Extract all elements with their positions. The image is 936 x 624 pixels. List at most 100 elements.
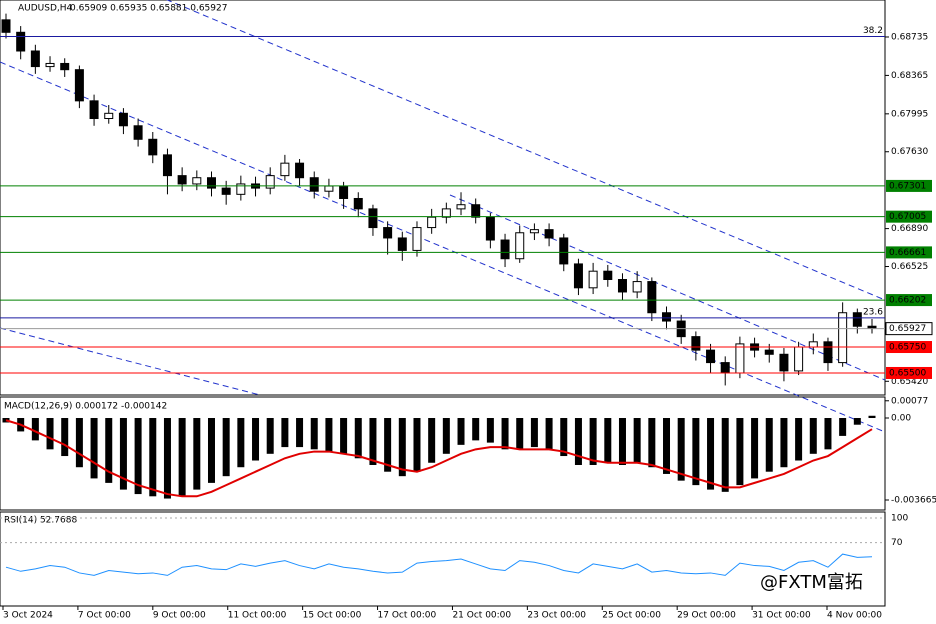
candle-body [706,349,716,364]
macd-bar [868,415,876,419]
current-price-box [885,322,933,336]
macd-bar [707,418,715,490]
macd-bar [281,418,289,448]
rsi-line [5,553,873,576]
candle-body [544,229,554,239]
macd-bar [75,418,83,468]
candle-body [427,216,437,229]
macd-bar [310,418,318,450]
x-tick-label: 11 Oct 00:00 [228,611,287,621]
macd-bar [545,418,553,450]
macd-bar [677,418,685,481]
candle-body [60,62,70,71]
level-box [886,341,932,354]
macd-bar [340,418,348,454]
level-box [886,179,932,192]
candle-body [764,349,774,355]
rsi-title: RSI(14) 52.7688 [4,516,77,526]
candle-body [118,112,128,127]
macd-bar [692,418,700,486]
macd-bar [618,418,626,465]
level-tag: 38.2 [863,26,883,36]
x-tick-label: 9 Oct 00:00 [153,611,206,621]
macd-bar [61,418,69,457]
candle-body [74,69,84,102]
candle-body [529,229,539,234]
candle-body [162,154,172,177]
macd-bar [119,418,127,490]
channel-line [449,194,886,381]
y-tick-label: 70 [891,538,903,548]
macd-bar [31,418,39,441]
candle-body [295,162,305,179]
x-tick-label: 7 Oct 00:00 [78,611,131,621]
macd-bar [501,418,509,450]
macd-bar [442,418,450,454]
y-tick-label: 100 [891,514,908,524]
x-tick-label: 15 Oct 00:00 [303,611,362,621]
level-box [886,366,932,379]
macd-bar [266,418,274,454]
candle-body [735,343,745,374]
candle-body [148,138,158,156]
chart-title: AUDUSD,H4 [18,4,73,14]
candle-body [221,187,231,195]
candle-body [779,353,789,372]
macd-bar [751,418,759,479]
candle-body [647,281,657,314]
macd-bar [252,418,260,461]
y-tick-label: 0.00 [891,414,911,424]
candle-body [324,185,334,192]
macd-bar [516,418,524,450]
candle-body [397,237,407,251]
x-tick-label: 21 Oct 00:00 [452,611,511,621]
macd-bar [560,418,568,457]
candle-body [89,100,99,120]
macd-bar [839,418,847,436]
macd-bar [648,418,656,468]
macd-signal [5,419,873,498]
macd-title: MACD(12,26,9) 0.000172 -0.000142 [4,402,167,412]
candle-body [16,31,26,52]
candle-body [206,177,216,189]
macd-bar [765,418,773,472]
level-label: 0.65500 [889,368,926,378]
y-tick-label: 0.68365 [891,71,928,81]
macd-bar [486,418,494,443]
y-tick-label: 0.67995 [891,109,928,119]
level-box [886,294,932,307]
y-tick-label: 0.00077 [891,396,928,406]
macd-bar [633,418,641,463]
candle-body [133,125,143,140]
current-price-label: 0.65927 [889,324,926,334]
ohlc-text: 0.65909 0.65935 0.65881 0.65927 [70,4,227,14]
macd-bar [457,418,465,445]
macd-bar [428,418,436,463]
rsi-panel [0,511,886,607]
candle-body [412,227,422,251]
candle-body [236,183,246,195]
candle-body [456,204,466,210]
macd-bar [736,418,744,486]
macd-bar [413,418,421,472]
macd-bar [369,418,377,465]
candle-body [471,204,481,218]
candle-body [632,281,642,293]
candle-body [838,312,848,364]
macd-bar [530,418,538,448]
x-tick-label: 17 Oct 00:00 [378,611,437,621]
candle-body [720,362,730,374]
macd-bar [178,418,186,497]
candle-body [662,312,672,322]
x-tick-label: 31 Oct 00:00 [752,611,811,621]
candle-body [867,325,877,329]
macd-bar [149,418,157,497]
macd-bar [384,418,392,472]
macd-bar [105,418,113,483]
candle-body [383,227,393,239]
candle-body [104,112,114,120]
candle-body [339,185,349,199]
macd-bar [795,418,803,461]
level-label: 0.66202 [889,296,926,306]
macd-bar [46,418,54,450]
